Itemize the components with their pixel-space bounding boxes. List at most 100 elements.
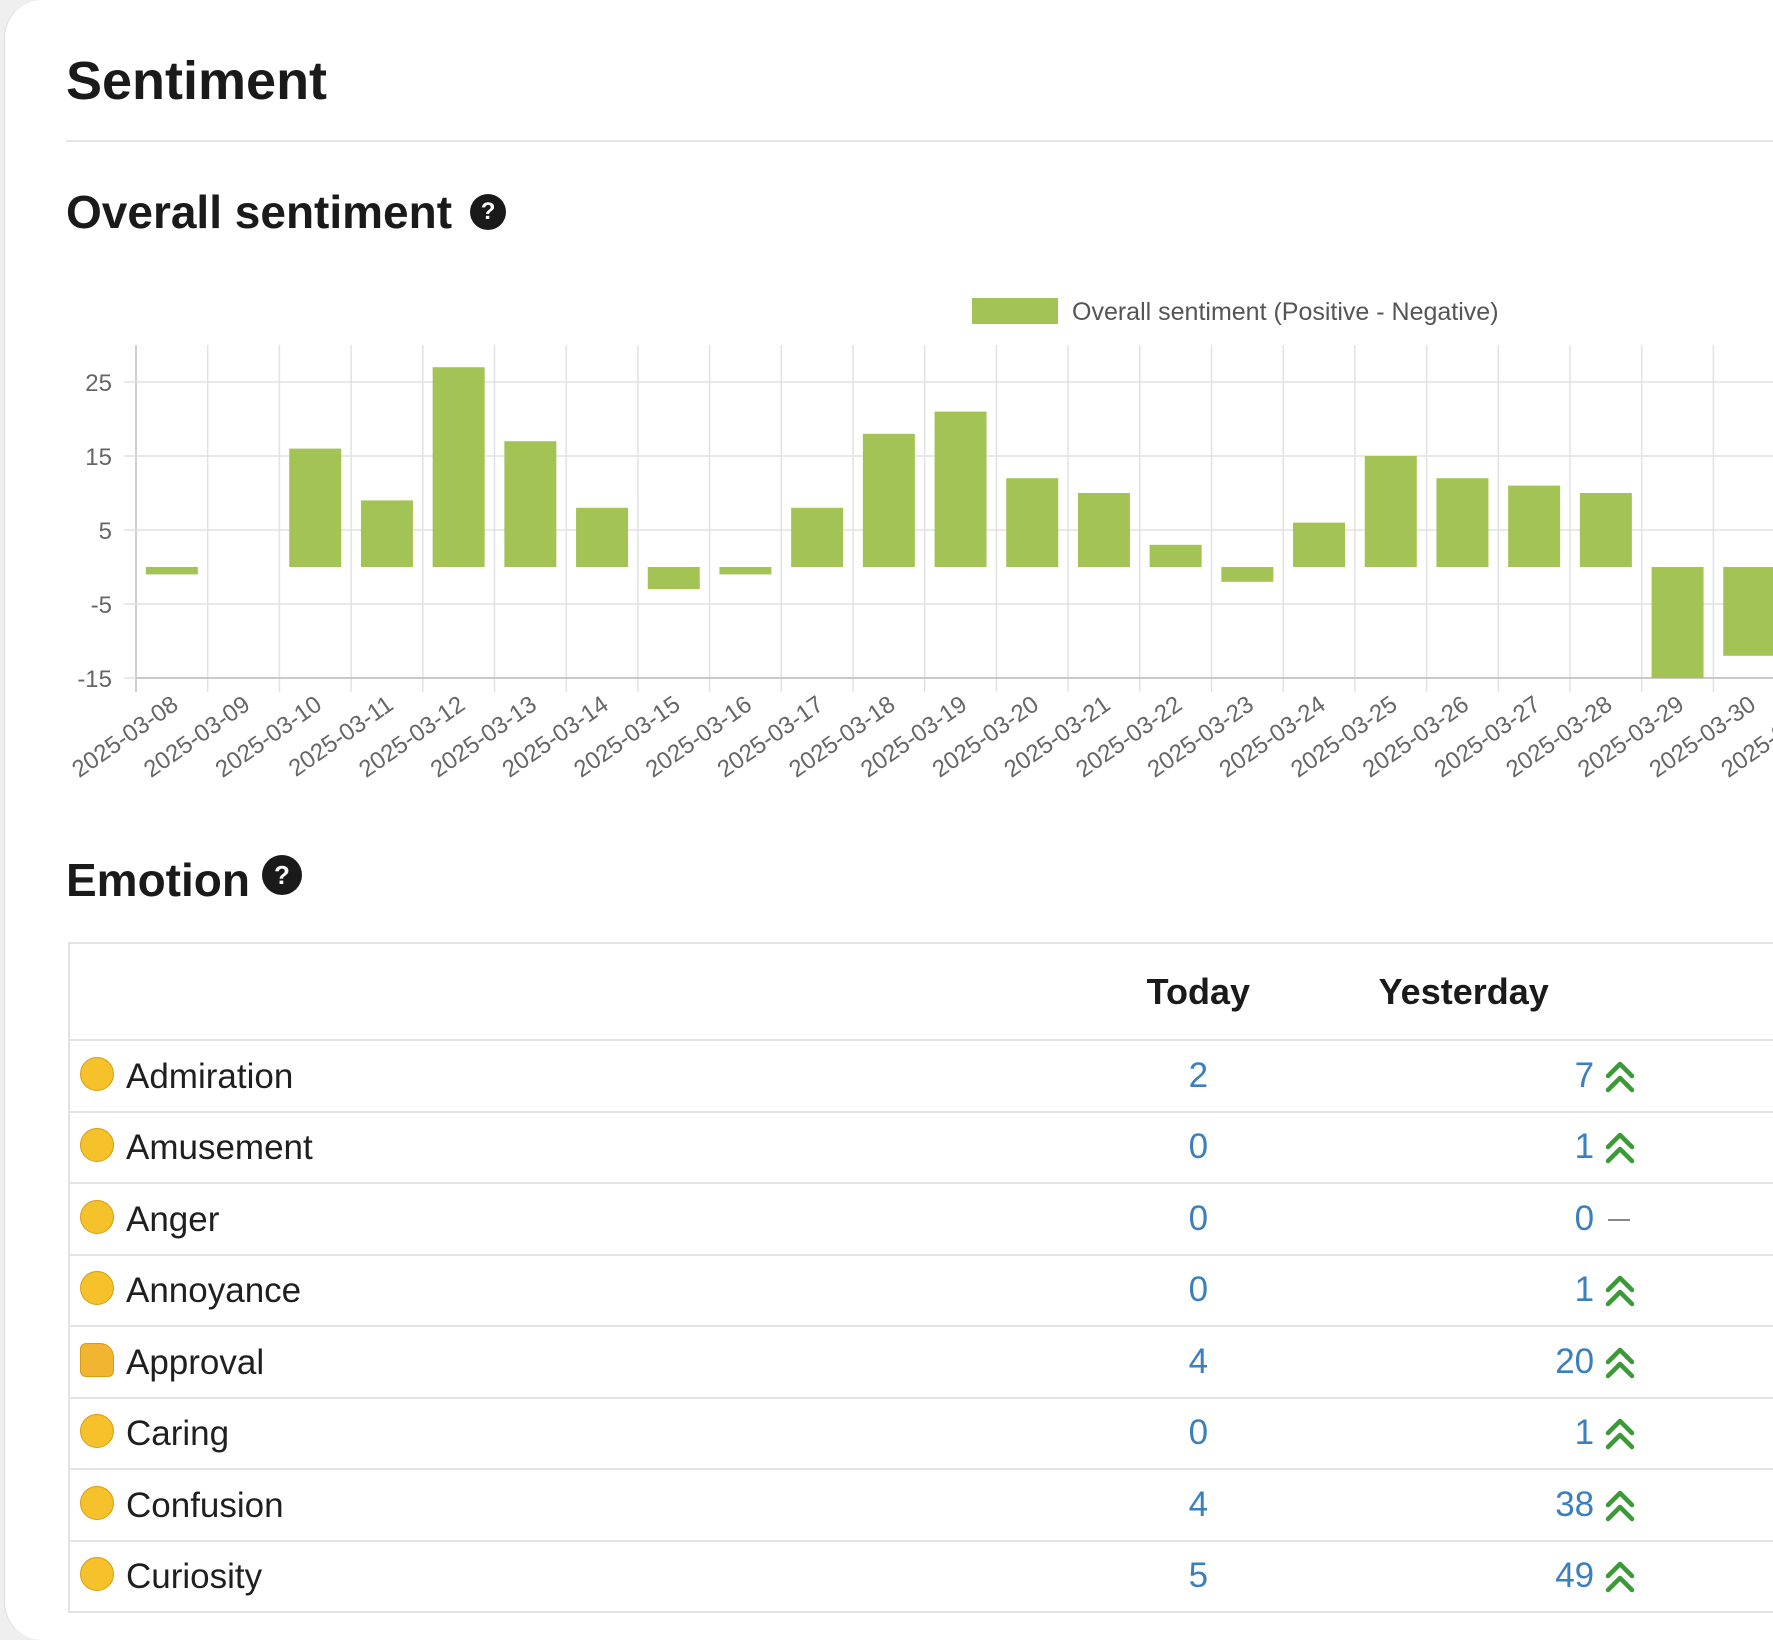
today-count-link[interactable]: 0 <box>1108 1254 1289 1327</box>
bar-2025-03-23 <box>1221 567 1274 582</box>
double-chevron-up-icon <box>1605 1490 1635 1521</box>
extra-cell <box>1638 1540 1773 1613</box>
yesterday-cell: 1 <box>1288 1397 1639 1470</box>
extra-cell <box>1638 1326 1773 1399</box>
yesterday-cell: 1 <box>1288 1111 1639 1184</box>
extra-cell <box>1638 1469 1773 1542</box>
extra-cell <box>1638 1254 1773 1327</box>
today-count-link[interactable]: 0 <box>1108 1397 1289 1470</box>
yesterday-count-link[interactable]: 1 <box>1574 1270 1595 1310</box>
bar-2025-03-18 <box>862 433 915 567</box>
y-tick-label: 5 <box>99 518 112 545</box>
today-count-link[interactable]: 0 <box>1108 1111 1289 1184</box>
yesterday-count-link[interactable]: 1 <box>1574 1413 1595 1453</box>
bar-2025-03-20 <box>1006 478 1059 567</box>
overall-sentiment-chart: 25155-5-152025-03-082025-03-092025-03-10… <box>67 298 1773 783</box>
emotion-name: Amusement <box>126 1128 313 1168</box>
bar-2025-03-26 <box>1436 478 1489 567</box>
page-title: Sentiment <box>66 51 328 111</box>
hugging-face-icon <box>80 1414 114 1449</box>
bar-2025-03-10 <box>289 448 342 567</box>
yesterday-cell: 1 <box>1288 1254 1639 1327</box>
bar-2025-03-30 <box>1723 567 1773 656</box>
overall-sentiment-heading: Overall sentiment ? <box>66 185 507 239</box>
help-icon[interactable]: ? <box>261 855 302 895</box>
emotion-table: Today Yesterday Admiration 2 7 Amusement 0 1 A… <box>68 942 1773 1613</box>
emotion-row[interactable]: Admiration 2 7 <box>69 1040 1773 1113</box>
bar-2025-03-29 <box>1651 567 1704 678</box>
today-column-header[interactable]: Today <box>1108 943 1289 1041</box>
sentiment-panel: Sentiment Overall sentiment ? 25 15 5 -5 -15… <box>4 0 1773 1640</box>
yesterday-count-link[interactable]: 1 <box>1574 1127 1595 1167</box>
double-chevron-up-icon <box>1605 1133 1635 1164</box>
yesterday-count-link[interactable]: 0 <box>1574 1198 1595 1238</box>
legend-swatch <box>972 298 1058 324</box>
legend-label: Overall sentiment (Positive - Negative) <box>1072 298 1499 326</box>
extra-cell <box>1638 1397 1773 1470</box>
today-count-link[interactable]: 0 <box>1108 1183 1289 1256</box>
bar-2025-03-27 <box>1508 485 1561 567</box>
bar-2025-03-22 <box>1149 544 1202 567</box>
bar-2025-03-28 <box>1579 493 1632 567</box>
yesterday-count-link[interactable]: 49 <box>1555 1556 1595 1596</box>
emotion-row[interactable]: Caring 0 1 <box>69 1397 1773 1470</box>
emotion-name-cell: Amusement <box>69 1111 1109 1184</box>
today-count-link[interactable]: 4 <box>1108 1469 1289 1542</box>
bar-2025-03-21 <box>1077 493 1130 567</box>
grinning-face-icon <box>80 1128 114 1163</box>
emotion-name-cell: Confusion <box>69 1469 1109 1542</box>
bar-2025-03-14 <box>576 507 629 567</box>
unamused-face-icon <box>80 1271 114 1306</box>
name-column-header <box>69 943 1109 1041</box>
help-icon[interactable]: ? <box>470 194 507 230</box>
angry-face-icon <box>80 1199 114 1234</box>
emotion-name-cell: Admiration <box>69 1040 1109 1113</box>
yesterday-cell: 20 <box>1288 1326 1639 1399</box>
emotion-name-cell: Curiosity <box>69 1540 1109 1613</box>
emotion-row[interactable]: Anger 0 0 <box>69 1183 1773 1256</box>
y-tick-label: 15 <box>85 444 112 471</box>
emotion-heading: Emotion ? <box>66 853 302 907</box>
emotion-name: Annoyance <box>126 1271 302 1311</box>
extra-cell <box>1638 1040 1773 1113</box>
yesterday-cell: 38 <box>1288 1469 1639 1542</box>
emotion-row[interactable]: Amusement 0 1 <box>69 1111 1773 1184</box>
star-struck-face-icon <box>80 1056 114 1091</box>
emotion-name-cell: Anger <box>69 1183 1109 1256</box>
emotion-name-cell: Annoyance <box>69 1254 1109 1327</box>
yesterday-column-header[interactable]: Yesterday <box>1288 943 1639 1041</box>
emotion-name: Admiration <box>126 1056 294 1096</box>
bar-2025-03-19 <box>934 411 987 567</box>
bar-2025-03-16 <box>719 567 772 575</box>
extra-cell <box>1638 1111 1773 1184</box>
emotion-row[interactable]: Annoyance 0 1 <box>69 1254 1773 1327</box>
emotion-name: Confusion <box>126 1485 284 1525</box>
yesterday-count-link[interactable]: 38 <box>1555 1484 1595 1524</box>
yesterday-count-link[interactable]: 20 <box>1555 1341 1595 1381</box>
overall-sentiment-title: Overall sentiment <box>66 186 453 238</box>
emotion-row[interactable]: Confusion 4 38 <box>69 1469 1773 1542</box>
emotion-row[interactable]: Curiosity 5 49 <box>69 1540 1773 1613</box>
emotion-name-cell: Caring <box>69 1397 1109 1470</box>
bar-2025-03-08 <box>145 567 198 575</box>
double-chevron-up-icon <box>1605 1419 1635 1450</box>
today-count-link[interactable]: 5 <box>1108 1540 1289 1613</box>
emotion-name: Anger <box>126 1199 220 1239</box>
today-count-link[interactable]: 4 <box>1108 1326 1289 1399</box>
yesterday-cell: 0 <box>1288 1183 1639 1256</box>
double-chevron-up-icon <box>1605 1562 1635 1593</box>
dash-icon <box>1608 1218 1631 1221</box>
today-count-link[interactable]: 2 <box>1108 1040 1289 1113</box>
extra-column-header <box>1638 943 1773 1041</box>
yesterday-cell: 7 <box>1288 1040 1639 1113</box>
emotion-name-cell: Approval <box>69 1326 1109 1399</box>
thumbs-up-icon <box>80 1342 114 1377</box>
emotion-name: Caring <box>126 1414 230 1454</box>
emotion-table-header: Today Yesterday <box>69 943 1773 1041</box>
yesterday-count-link[interactable]: 7 <box>1574 1055 1595 1095</box>
y-tick-label: 25 <box>85 370 112 397</box>
emotion-name: Approval <box>126 1342 265 1382</box>
emotion-row[interactable]: Approval 4 20 <box>69 1326 1773 1399</box>
double-chevron-up-icon <box>1605 1061 1635 1092</box>
bar-2025-03-11 <box>360 500 413 567</box>
